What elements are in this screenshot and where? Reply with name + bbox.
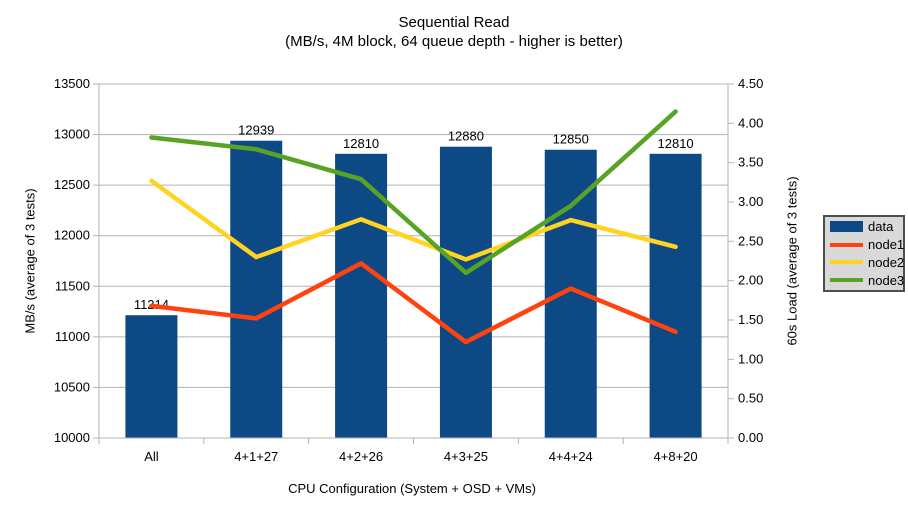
- left-axis-tick-label: 10500: [54, 379, 90, 394]
- legend-item-node3: node3: [830, 272, 905, 288]
- left-axis-title: MB/s (average of 3 tests): [22, 188, 38, 334]
- right-axis-tick-label: 0.00: [738, 430, 763, 445]
- x-category-label: 4+8+20: [654, 449, 698, 464]
- x-axis-title: CPU Configuration (System + OSD + VMs): [288, 481, 536, 496]
- node1-series-swatch: [830, 242, 863, 247]
- right-axis-tick-label: 3.50: [738, 155, 763, 170]
- legend-label-node1: node1: [868, 237, 905, 253]
- node2-series-swatch: [830, 260, 863, 265]
- x-category-label: 4+2+26: [339, 449, 383, 464]
- bar-4+2+26: [335, 153, 388, 438]
- chart-title: Sequential Read: [398, 14, 510, 31]
- right-axis-title: 60s Load (average of 3 tests): [784, 176, 800, 346]
- x-category-label: 4+3+25: [444, 449, 488, 464]
- series-line-node1: [149, 261, 678, 345]
- x-category-label: 4+1+27: [234, 449, 278, 464]
- bar-value-label: 12810: [658, 136, 694, 151]
- legend-label-node2: node2: [868, 254, 905, 270]
- bar-4+8+20: [649, 153, 702, 438]
- legend-item-node1: node1: [830, 237, 905, 253]
- right-axis-tick-label: 3.00: [738, 194, 763, 209]
- legend-item-node2: node2: [830, 254, 905, 270]
- bar-4+1+27: [230, 140, 283, 438]
- right-axis-tick-label: 4.50: [738, 76, 763, 91]
- legend-label-node3: node3: [868, 272, 905, 288]
- bar-All: [125, 315, 178, 438]
- right-axis-tick-label: 4.00: [738, 115, 763, 130]
- node3-series-swatch: [830, 278, 863, 283]
- left-axis-tick-label: 13000: [54, 127, 90, 142]
- legend-item-data: data: [830, 219, 903, 235]
- bar-value-label: 12880: [448, 129, 484, 144]
- left-axis-tick-label: 12000: [54, 228, 90, 243]
- right-axis-tick-label: 2.50: [738, 233, 763, 248]
- x-category-label: All: [144, 449, 159, 464]
- left-axis-tick-label: 11000: [55, 329, 90, 344]
- right-axis-tick-label: 2.00: [738, 273, 763, 288]
- right-axis-tick-label: 1.50: [738, 312, 763, 327]
- bar-value-label: 12810: [343, 136, 379, 151]
- right-axis-tick-label: 1.00: [738, 351, 763, 366]
- data-series-swatch: [830, 221, 863, 233]
- bar-value-label: 12939: [238, 123, 274, 138]
- left-axis-tick-label: 13500: [54, 76, 90, 91]
- series-line-node3: [149, 109, 678, 276]
- series-line-node2: [149, 178, 678, 262]
- left-axis-tick-label: 10000: [54, 430, 90, 445]
- legend: data node1 node2 node3: [823, 215, 905, 292]
- bar-4+3+25: [439, 146, 492, 439]
- left-axis-tick-label: 12500: [54, 177, 90, 192]
- legend-label-data: data: [868, 219, 894, 235]
- bar-value-label: 12850: [553, 132, 589, 147]
- chart-subtitle: (MB/s, 4M block, 64 queue depth - higher…: [285, 33, 623, 50]
- x-category-label: 4+4+24: [549, 449, 593, 464]
- right-axis-tick-label: 0.50: [738, 391, 763, 406]
- left-axis-tick-label: 11500: [55, 278, 90, 293]
